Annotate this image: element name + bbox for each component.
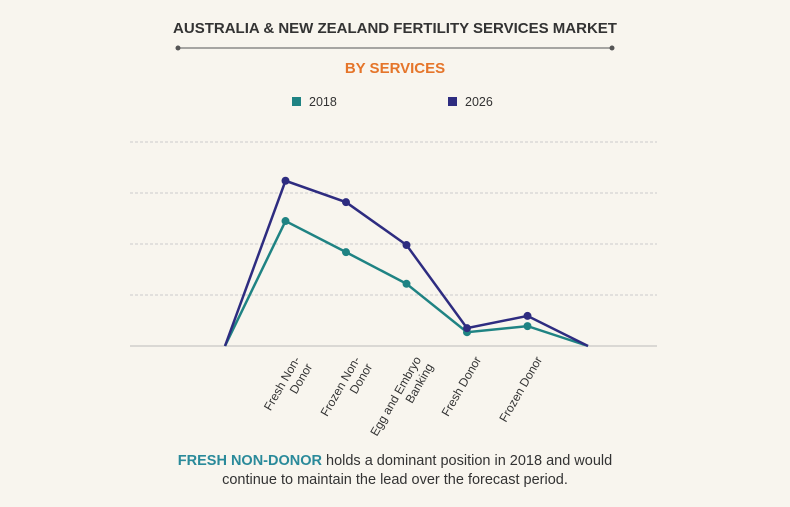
legend-label: 2026 — [465, 95, 493, 109]
legend-swatch — [448, 97, 457, 106]
point — [463, 324, 471, 333]
annotation-text: holds a dominant position in 2018 and wo… — [326, 453, 613, 469]
point — [523, 322, 532, 331]
point — [402, 241, 411, 250]
line — [223, 179, 589, 348]
point — [281, 217, 290, 226]
chart-subtitle: BY SERVICES — [345, 60, 445, 77]
annotation-highlight: FRESH NON-DONOR — [177, 453, 322, 469]
annotation-text: continue to maintain the lead over the f… — [222, 472, 568, 488]
point — [402, 279, 411, 288]
legend-label: 2018 — [309, 95, 337, 109]
rule-dot — [609, 45, 615, 51]
point — [342, 248, 350, 257]
point — [523, 311, 532, 320]
point — [281, 176, 290, 185]
point — [342, 198, 350, 207]
annotation: FRESH NON-DONOR holds a dominant positio… — [0, 452, 790, 490]
chart-title: AUSTRALIA & NEW ZEALAND FERTILITY SERVIC… — [173, 20, 617, 37]
rule-dot — [175, 45, 181, 51]
legend-swatch — [292, 97, 301, 106]
